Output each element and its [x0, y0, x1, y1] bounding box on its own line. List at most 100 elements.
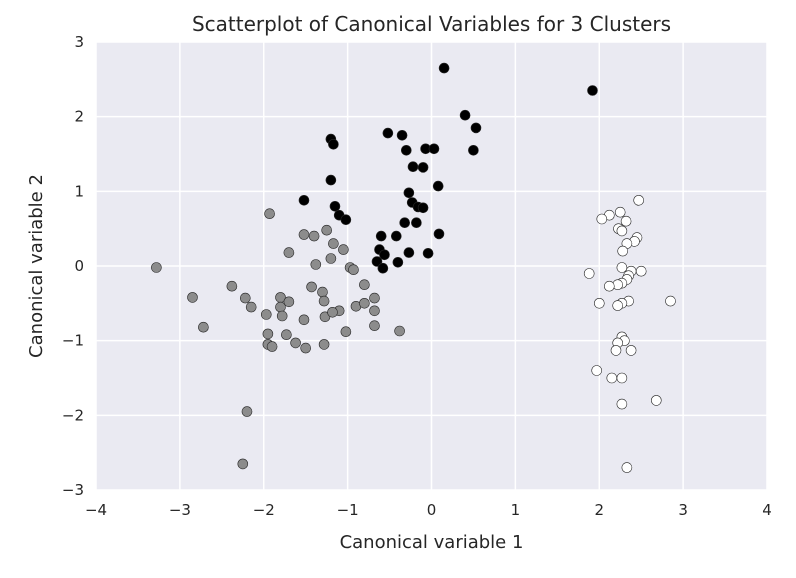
data-point — [610, 345, 622, 356]
data-point — [394, 325, 405, 337]
data-point — [369, 305, 380, 317]
x-tick-label: −2 — [253, 501, 275, 519]
data-point — [468, 145, 479, 156]
data-point — [237, 458, 249, 470]
data-point — [348, 264, 359, 276]
data-point — [621, 462, 633, 473]
data-point — [298, 314, 310, 326]
data-point — [583, 268, 595, 279]
data-points — [151, 62, 676, 473]
data-point — [665, 295, 676, 307]
x-tick-label: 1 — [511, 501, 521, 519]
data-point — [318, 339, 330, 350]
x-tick-label: 4 — [762, 501, 772, 519]
data-point — [325, 174, 337, 186]
data-point — [338, 244, 349, 255]
data-point — [310, 259, 322, 270]
y-tick-label: 3 — [74, 33, 84, 51]
data-point — [198, 321, 209, 333]
data-point — [359, 297, 370, 309]
data-point — [596, 213, 608, 225]
data-point — [298, 229, 310, 240]
x-tick-label: −4 — [85, 501, 107, 519]
data-point — [375, 230, 387, 242]
x-axis-label: Canonical variable 1 — [340, 532, 524, 553]
data-point — [359, 279, 370, 291]
x-tick-label: −1 — [337, 501, 359, 519]
data-point — [620, 215, 632, 227]
data-point — [317, 286, 328, 298]
y-tick-label: 1 — [74, 182, 84, 200]
data-point — [392, 256, 404, 268]
data-point — [438, 62, 450, 74]
data-point — [399, 217, 411, 228]
data-point — [591, 365, 603, 376]
data-point — [428, 143, 440, 155]
data-point — [377, 262, 389, 274]
data-point — [470, 122, 482, 134]
data-point — [593, 297, 605, 309]
data-point — [281, 329, 292, 341]
data-point — [459, 109, 471, 121]
data-point — [396, 130, 408, 141]
data-point — [603, 280, 615, 292]
x-tick-label: 3 — [678, 501, 688, 519]
data-point — [616, 372, 628, 384]
data-point — [264, 208, 275, 219]
data-point — [298, 195, 310, 206]
data-point — [266, 341, 278, 352]
data-point — [390, 230, 402, 242]
data-point — [616, 262, 628, 273]
data-point — [606, 372, 618, 384]
data-point — [328, 139, 339, 150]
data-point — [625, 345, 637, 356]
data-point — [329, 201, 341, 212]
y-tick-label: −2 — [62, 406, 84, 424]
data-point — [433, 228, 445, 240]
data-point — [422, 248, 434, 259]
y-tick-label: −1 — [62, 332, 84, 350]
data-point — [276, 310, 288, 322]
data-point — [187, 292, 198, 303]
data-point — [403, 247, 415, 258]
data-point — [369, 292, 380, 304]
x-tick-label: 0 — [427, 501, 437, 519]
data-point — [240, 292, 251, 304]
data-point — [411, 217, 422, 228]
data-point — [616, 398, 628, 410]
data-point — [321, 224, 333, 236]
cluster-series-1 — [298, 62, 598, 274]
data-point — [614, 206, 626, 218]
data-point — [151, 262, 162, 273]
data-point — [417, 162, 429, 173]
data-point — [308, 230, 320, 242]
data-point — [325, 253, 337, 264]
cluster-series-3 — [583, 195, 676, 473]
x-tick-label: −3 — [169, 501, 191, 519]
data-point — [226, 280, 238, 292]
data-point — [616, 225, 628, 237]
data-point — [283, 247, 295, 258]
x-tick-label: 2 — [594, 501, 604, 519]
data-point — [340, 326, 352, 338]
data-point — [633, 195, 645, 206]
data-point — [612, 300, 624, 311]
data-point — [241, 406, 253, 417]
data-point — [417, 202, 429, 214]
data-point — [245, 301, 257, 313]
y-axis-label: Canonical variable 2 — [26, 174, 47, 358]
data-point — [407, 161, 419, 172]
cluster-series-2 — [151, 208, 405, 470]
data-point — [306, 281, 317, 293]
data-point — [290, 337, 301, 349]
data-point — [379, 249, 390, 261]
data-point — [382, 127, 394, 139]
data-point — [371, 256, 383, 267]
data-point — [262, 328, 274, 340]
y-tick-label: 2 — [74, 108, 84, 126]
data-point — [587, 85, 598, 96]
gridlines — [95, 41, 768, 491]
data-point — [300, 342, 312, 354]
